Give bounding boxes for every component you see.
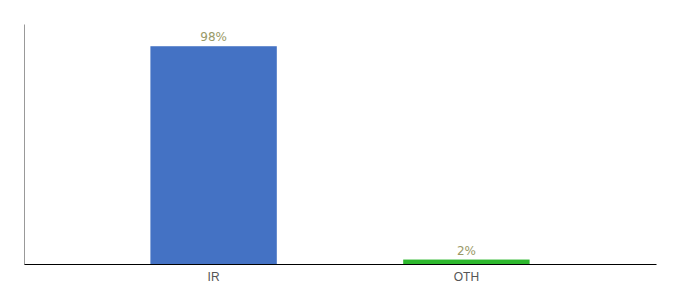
x-axis: IR OTH: [25, 265, 657, 284]
x-tick: IR: [208, 270, 220, 284]
x-axis-line: [25, 264, 657, 265]
x-tick-label: OTH: [454, 270, 479, 284]
bar: [403, 260, 529, 264]
data-label: 98%: [200, 30, 227, 44]
bars: [150, 46, 529, 264]
data-labels: 98% 2%: [200, 30, 476, 257]
x-tick-label: IR: [208, 270, 220, 284]
y-axis: [24, 25, 25, 265]
chart-svg: IR OTH 98% 2%: [0, 0, 680, 300]
plot-area: IR OTH 98% 2%: [25, 25, 657, 284]
data-label: 2%: [457, 244, 476, 258]
x-tick: OTH: [454, 270, 479, 284]
chart-container: IR OTH 98% 2%: [0, 0, 680, 300]
bar: [150, 46, 276, 264]
y-axis-line: [24, 25, 25, 265]
